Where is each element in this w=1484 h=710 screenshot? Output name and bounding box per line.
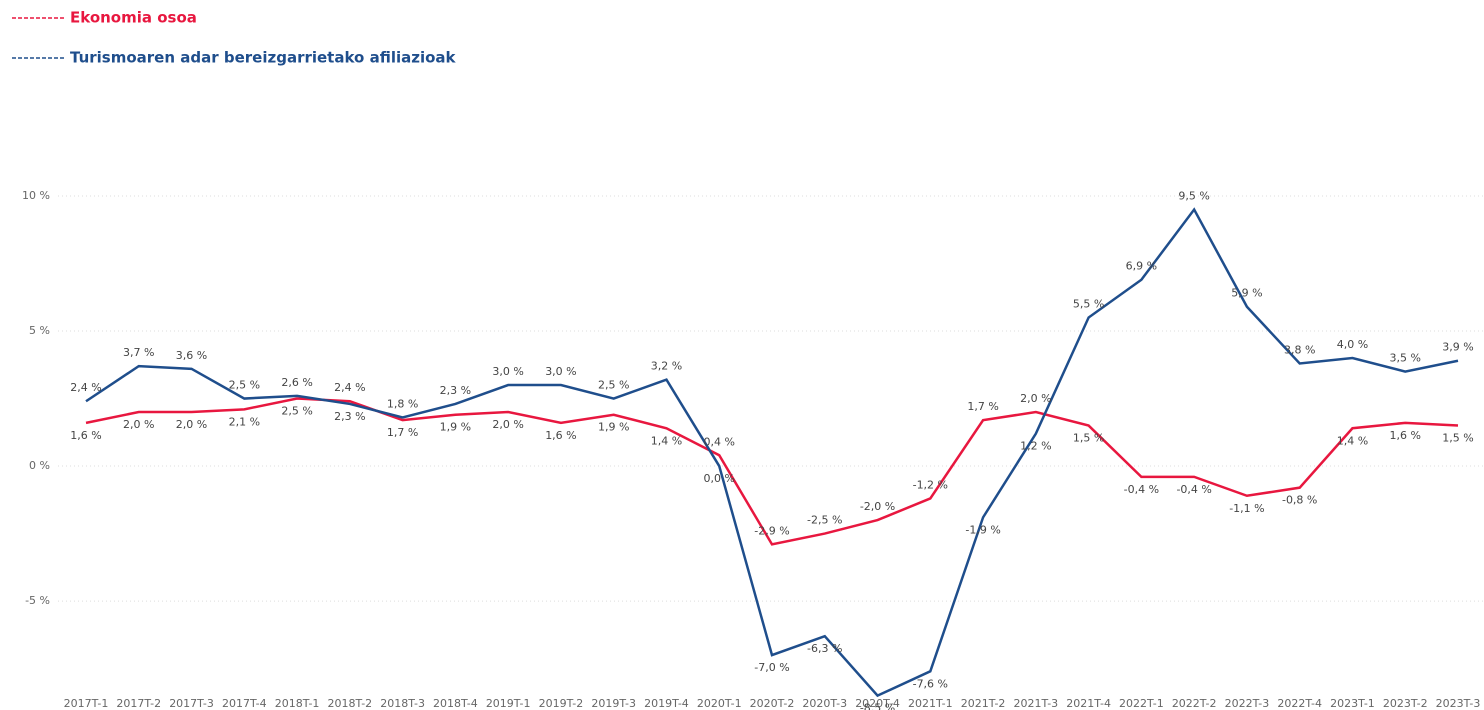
x-tick-label: 2023T-3 — [1436, 697, 1481, 710]
data-label: 1,5 % — [1442, 432, 1473, 445]
data-label: -0,4 % — [1176, 483, 1211, 496]
data-label: 5,9 % — [1231, 287, 1262, 300]
data-label: 3,0 % — [492, 365, 523, 378]
data-label: 1,9 % — [440, 421, 471, 434]
data-label: 2,5 % — [598, 379, 629, 392]
x-tick-label: 2022T-2 — [1172, 697, 1217, 710]
data-label: -6,3 % — [807, 642, 842, 655]
data-label: 2,0 % — [1020, 392, 1051, 405]
x-tick-label: 2017T-4 — [222, 697, 267, 710]
x-tick-label: 2020T-1 — [697, 697, 742, 710]
x-tick-label: 2017T-1 — [64, 697, 109, 710]
line-series — [85, 207, 1459, 698]
data-label: -1,1 % — [1229, 502, 1264, 515]
data-label: 3,0 % — [545, 365, 576, 378]
data-label: -7,6 % — [913, 677, 948, 690]
data-label: 1,6 % — [545, 429, 576, 442]
data-label: 5,5 % — [1073, 298, 1104, 311]
x-tick-label: 2023T-1 — [1330, 697, 1375, 710]
data-label: 1,6 % — [1390, 429, 1421, 442]
x-tick-label: 2019T-4 — [644, 697, 689, 710]
x-tick-label: 2021T-4 — [1066, 697, 1111, 710]
legend-label: Turismoaren adar bereizgarrietako afilia… — [70, 49, 457, 67]
x-tick-label: 2020T-2 — [750, 697, 795, 710]
x-tick-label: 2022T-1 — [1119, 697, 1164, 710]
x-tick-label: 2020T-4 — [855, 697, 900, 710]
data-label: 2,5 % — [281, 405, 312, 418]
x-tick-label: 2022T-4 — [1277, 697, 1322, 710]
data-label: 1,6 % — [70, 429, 101, 442]
data-label: 3,2 % — [651, 360, 682, 373]
x-tick-label: 2018T-4 — [433, 697, 478, 710]
x-tick-label: 2020T-3 — [802, 697, 847, 710]
data-label: 2,0 % — [123, 418, 154, 431]
data-label: 1,5 % — [1073, 432, 1104, 445]
x-tick-label: 2019T-1 — [486, 697, 531, 710]
data-label: 0,0 % — [704, 472, 735, 485]
x-tick-label: 2019T-2 — [539, 697, 584, 710]
data-label: 1,8 % — [387, 397, 418, 410]
data-label: 0,4 % — [704, 435, 735, 448]
data-label: 9,5 % — [1178, 190, 1209, 203]
data-label: 2,0 % — [176, 418, 207, 431]
data-label: 2,1 % — [229, 415, 260, 428]
data-label: 2,4 % — [334, 381, 365, 394]
data-label: 1,7 % — [387, 426, 418, 439]
data-label: 2,3 % — [440, 384, 471, 397]
x-tick-label: 2018T-1 — [275, 697, 320, 710]
x-tick-label: 2021T-1 — [908, 697, 953, 710]
data-label: 3,9 % — [1442, 341, 1473, 354]
x-tick-label: 2018T-3 — [380, 697, 425, 710]
legend-label: Ekonomia osoa — [70, 9, 197, 27]
y-tick-label: -5 % — [25, 594, 50, 607]
y-tick-label: 0 % — [29, 459, 50, 472]
data-label: 1,7 % — [967, 400, 998, 413]
data-label: 3,5 % — [1390, 352, 1421, 365]
x-tick-label: 2023T-2 — [1383, 697, 1428, 710]
data-label: -7,0 % — [754, 661, 789, 674]
data-label: -0,8 % — [1282, 494, 1317, 507]
data-label: 2,4 % — [70, 381, 101, 394]
data-label: -2,0 % — [860, 500, 895, 513]
data-label: 1,4 % — [1337, 434, 1368, 447]
y-tick-label: 10 % — [22, 189, 50, 202]
data-label: 2,5 % — [229, 379, 260, 392]
data-label: -2,9 % — [754, 524, 789, 537]
data-label: 3,6 % — [176, 349, 207, 362]
data-label: 2,0 % — [492, 418, 523, 431]
data-label: 6,9 % — [1126, 260, 1157, 273]
data-label: 1,9 % — [598, 421, 629, 434]
data-label: 2,6 % — [281, 376, 312, 389]
data-label: 1,2 % — [1020, 440, 1051, 453]
x-tick-label: 2021T-3 — [1014, 697, 1059, 710]
x-tick-label: 2017T-3 — [169, 697, 214, 710]
x-tick-label: 2019T-3 — [591, 697, 636, 710]
x-tick-label: 2021T-2 — [961, 697, 1006, 710]
data-label: -1,2 % — [913, 478, 948, 491]
data-label: -0,4 % — [1124, 483, 1159, 496]
data-label: -8,5 % — [860, 702, 895, 710]
data-label: -2,5 % — [807, 514, 842, 527]
line-series — [85, 397, 1459, 546]
data-label: 3,8 % — [1284, 343, 1315, 356]
x-tick-label: 2022T-3 — [1225, 697, 1270, 710]
y-tick-label: 5 % — [29, 324, 50, 337]
data-label: -1,9 % — [965, 523, 1000, 536]
data-label: 3,7 % — [123, 346, 154, 359]
x-tick-label: 2018T-2 — [328, 697, 373, 710]
data-label: 2,3 % — [334, 410, 365, 423]
data-label: 4,0 % — [1337, 338, 1368, 351]
x-tick-label: 2017T-2 — [116, 697, 161, 710]
data-label: 1,4 % — [651, 434, 682, 447]
